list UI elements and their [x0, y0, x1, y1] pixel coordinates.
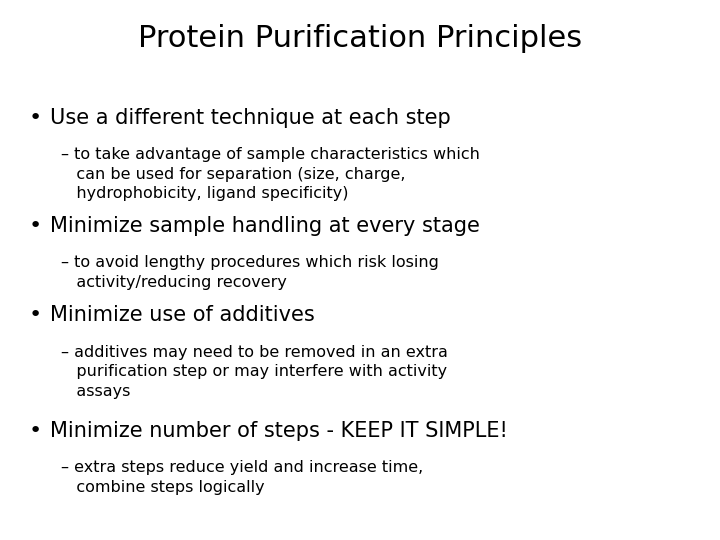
Text: Minimize use of additives: Minimize use of additives — [50, 305, 315, 325]
Text: Minimize sample handling at every stage: Minimize sample handling at every stage — [50, 216, 480, 236]
Text: – to take advantage of sample characteristics which
   can be used for separatio: – to take advantage of sample characteri… — [61, 147, 480, 201]
Text: Use a different technique at each step: Use a different technique at each step — [50, 108, 451, 128]
Text: – extra steps reduce yield and increase time,
   combine steps logically: – extra steps reduce yield and increase … — [61, 460, 423, 495]
Text: •: • — [29, 108, 42, 128]
Text: Protein Purification Principles: Protein Purification Principles — [138, 24, 582, 53]
Text: – additives may need to be removed in an extra
   purification step or may inter: – additives may need to be removed in an… — [61, 345, 448, 399]
Text: – to avoid lengthy procedures which risk losing
   activity/reducing recovery: – to avoid lengthy procedures which risk… — [61, 255, 439, 289]
Text: •: • — [29, 421, 42, 441]
Text: •: • — [29, 216, 42, 236]
Text: •: • — [29, 305, 42, 325]
Text: Minimize number of steps - KEEP IT SIMPLE!: Minimize number of steps - KEEP IT SIMPL… — [50, 421, 508, 441]
